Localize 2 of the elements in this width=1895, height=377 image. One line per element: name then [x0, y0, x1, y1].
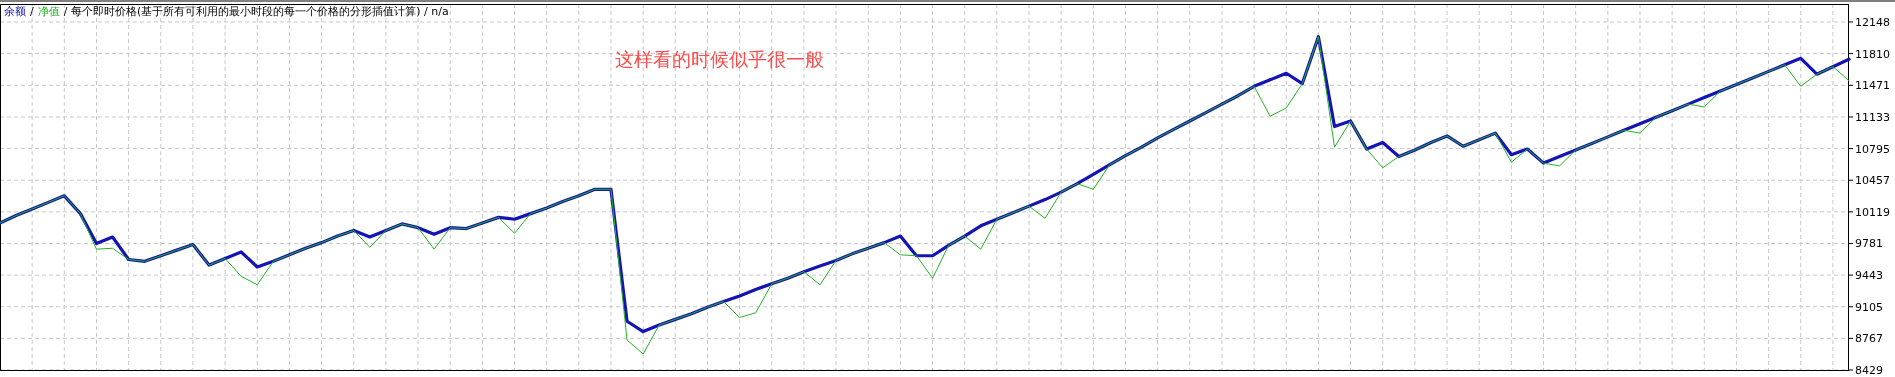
- annotation: 这样看的时候似乎很一般: [615, 48, 824, 70]
- legend: 余额 / 净值 / 每个即时价格(基于所有可利用的最小时段的每一个价格的分形插值计算) / n/a: [4, 5, 449, 18]
